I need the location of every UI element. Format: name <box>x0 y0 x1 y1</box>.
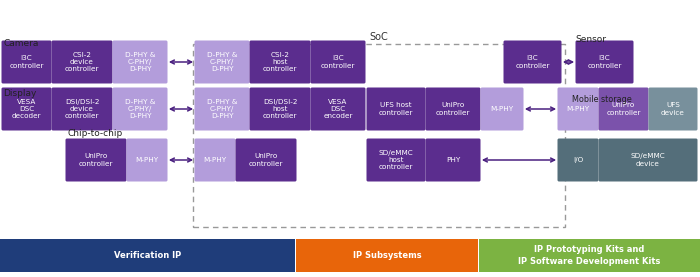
Text: SoC: SoC <box>370 32 389 42</box>
FancyBboxPatch shape <box>575 40 634 83</box>
Text: D-PHY &
C-PHY/
D-PHY: D-PHY & C-PHY/ D-PHY <box>125 99 155 119</box>
FancyBboxPatch shape <box>648 88 697 130</box>
Text: M-PHY: M-PHY <box>204 157 227 163</box>
FancyBboxPatch shape <box>113 88 167 130</box>
Text: IP Subsystems: IP Subsystems <box>353 251 421 260</box>
FancyBboxPatch shape <box>311 88 365 130</box>
Text: D-PHY &
C-PHY/
D-PHY: D-PHY & C-PHY/ D-PHY <box>206 52 237 72</box>
Text: UniPro
controller: UniPro controller <box>606 102 641 116</box>
Text: I3C
controller: I3C controller <box>9 55 43 69</box>
FancyBboxPatch shape <box>249 88 311 130</box>
Text: M-PHY: M-PHY <box>566 106 589 112</box>
FancyBboxPatch shape <box>1 88 52 130</box>
FancyBboxPatch shape <box>52 40 113 83</box>
Text: IP Prototyping Kits and
IP Software Development Kits: IP Prototyping Kits and IP Software Deve… <box>518 245 661 266</box>
Text: I3C
controller: I3C controller <box>515 55 550 69</box>
Bar <box>193 44 565 227</box>
Text: I/O: I/O <box>573 157 583 163</box>
Text: Chip-to-chip: Chip-to-chip <box>67 129 122 138</box>
FancyBboxPatch shape <box>127 138 167 181</box>
Text: DSI/DSI-2
device
controller: DSI/DSI-2 device controller <box>64 99 99 119</box>
FancyBboxPatch shape <box>249 40 311 83</box>
Text: D-PHY &
C-PHY/
D-PHY: D-PHY & C-PHY/ D-PHY <box>206 99 237 119</box>
Bar <box>296 239 478 272</box>
FancyBboxPatch shape <box>113 40 167 83</box>
Bar <box>0 4 700 234</box>
Text: Display: Display <box>3 89 36 98</box>
Text: M-PHY: M-PHY <box>491 106 514 112</box>
FancyBboxPatch shape <box>195 138 235 181</box>
FancyBboxPatch shape <box>426 138 480 181</box>
FancyBboxPatch shape <box>503 40 561 83</box>
Text: UniPro
controller: UniPro controller <box>78 153 113 167</box>
Text: M-PHY: M-PHY <box>135 157 159 163</box>
Text: UniPro
controller: UniPro controller <box>248 153 284 167</box>
Text: I3C
controller: I3C controller <box>321 55 355 69</box>
Text: Sensor: Sensor <box>575 35 606 44</box>
FancyBboxPatch shape <box>367 138 426 181</box>
FancyBboxPatch shape <box>426 88 480 130</box>
FancyBboxPatch shape <box>557 138 598 181</box>
Text: UFS host
controller: UFS host controller <box>379 102 413 116</box>
Text: Mobile storage: Mobile storage <box>572 95 631 104</box>
FancyBboxPatch shape <box>66 138 127 181</box>
Text: CSI-2
host
controller: CSI-2 host controller <box>262 52 298 72</box>
Text: I3C
controller: I3C controller <box>587 55 622 69</box>
FancyBboxPatch shape <box>598 138 697 181</box>
Text: Camera: Camera <box>3 39 38 48</box>
FancyBboxPatch shape <box>311 40 365 83</box>
Text: UniPro
controller: UniPro controller <box>435 102 470 116</box>
FancyBboxPatch shape <box>480 88 524 130</box>
FancyBboxPatch shape <box>52 88 113 130</box>
Text: Verification IP: Verification IP <box>114 251 181 260</box>
Text: VESA
DSC
decoder: VESA DSC decoder <box>12 99 41 119</box>
FancyBboxPatch shape <box>235 138 297 181</box>
Bar <box>479 239 700 272</box>
Text: VESA
DSC
encoder: VESA DSC encoder <box>323 99 353 119</box>
Text: DSI/DSI-2
host
controller: DSI/DSI-2 host controller <box>262 99 298 119</box>
FancyBboxPatch shape <box>367 88 426 130</box>
Text: CSI-2
device
controller: CSI-2 device controller <box>64 52 99 72</box>
Text: SD/eMMC
host
controller: SD/eMMC host controller <box>379 150 414 170</box>
FancyBboxPatch shape <box>557 88 598 130</box>
FancyBboxPatch shape <box>1 40 52 83</box>
FancyBboxPatch shape <box>195 40 249 83</box>
Text: D-PHY &
C-PHY/
D-PHY: D-PHY & C-PHY/ D-PHY <box>125 52 155 72</box>
FancyBboxPatch shape <box>195 88 249 130</box>
Text: SD/eMMC
device: SD/eMMC device <box>631 153 666 167</box>
Text: UFS
device: UFS device <box>661 102 685 116</box>
Bar <box>0 239 295 272</box>
Text: PHY: PHY <box>446 157 460 163</box>
FancyBboxPatch shape <box>598 88 648 130</box>
